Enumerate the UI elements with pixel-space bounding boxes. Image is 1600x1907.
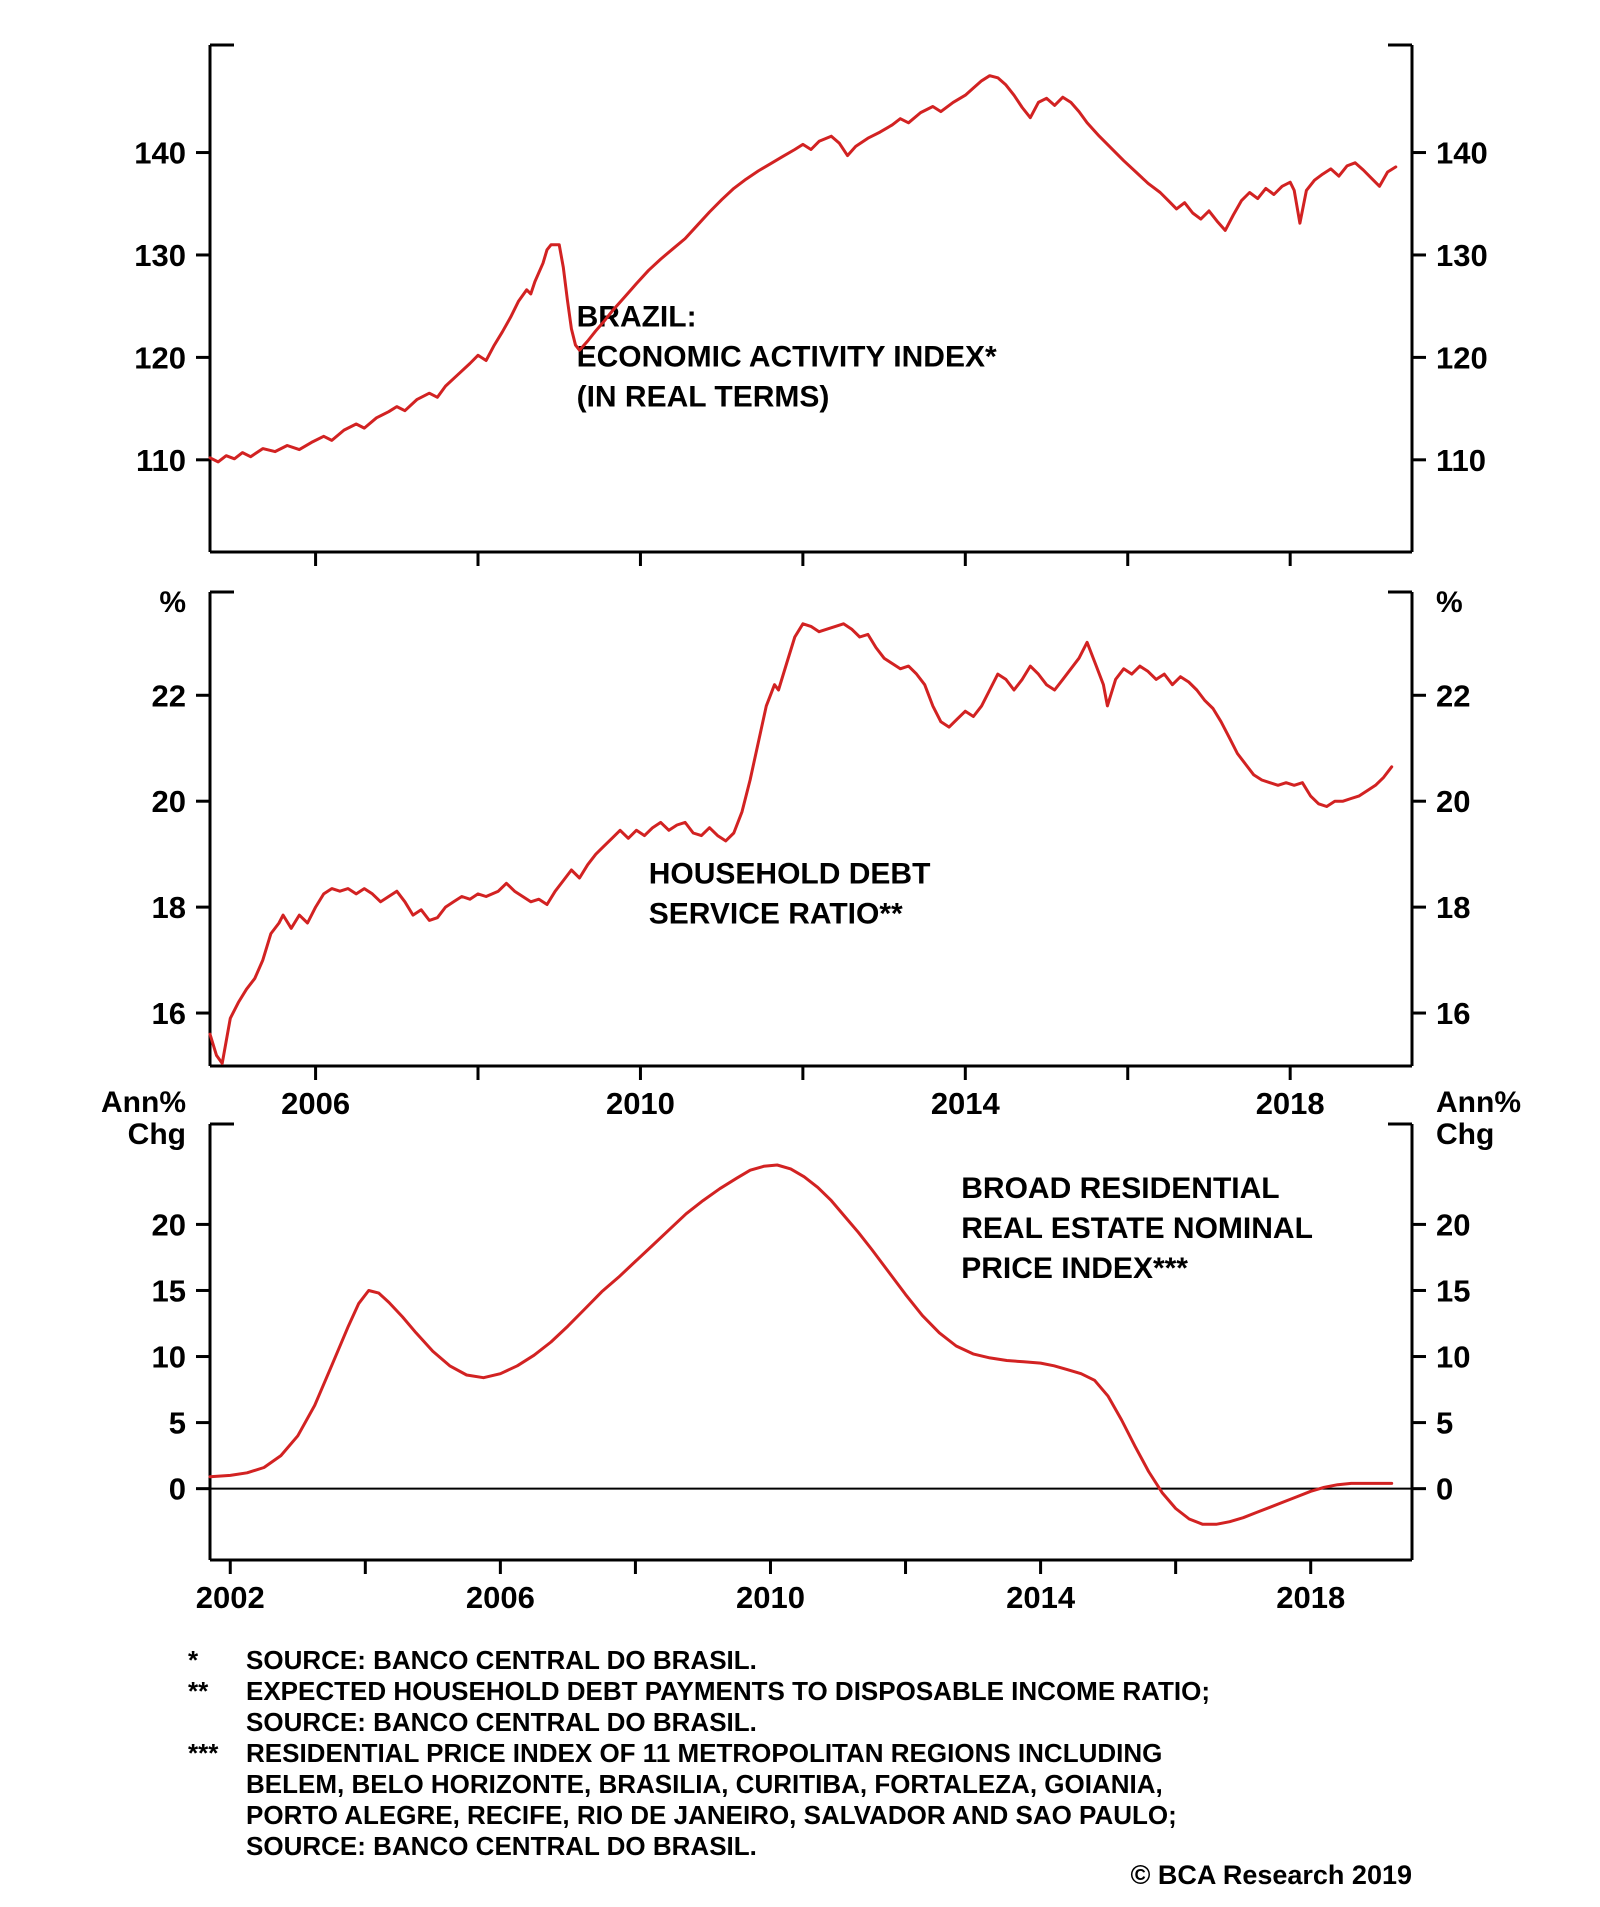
series-line <box>208 1163 1394 1526</box>
axis-unit-label-left: Chg <box>128 1118 186 1151</box>
x-tick-label: 2014 <box>931 1086 1001 1121</box>
footnote: *** RESIDENTIAL PRICE INDEX OF 11 METROPO… <box>188 1738 1448 1862</box>
panel-title-line: SERVICE RATIO** <box>649 897 903 930</box>
x-tick-label: 2002 <box>196 1580 265 1615</box>
series-line <box>208 74 1398 464</box>
x-tick-label: 2010 <box>736 1580 805 1615</box>
x-tick-label: 2006 <box>466 1580 535 1615</box>
panel-title-line: HOUSEHOLD DEBT <box>649 857 931 890</box>
footnote-marker: ** <box>188 1676 209 1706</box>
copyright-text: © BCA Research 2019 <box>1130 1860 1412 1890</box>
footnote-line: EXPECTED HOUSEHOLD DEBT PAYMENTS TO DISP… <box>246 1676 1211 1706</box>
footnote-lines: EXPECTED HOUSEHOLD DEBT PAYMENTS TO DISP… <box>246 1676 1448 1738</box>
footnote-marker: *** <box>188 1738 219 1768</box>
y-tick-label-right: 16 <box>1436 996 1470 1031</box>
axis-unit-label-right: % <box>1436 586 1463 619</box>
y-tick-label-left: 18 <box>152 890 186 925</box>
footnotes-block: * SOURCE: BANCO CENTRAL DO BRASIL. ** EXPEC… <box>188 1645 1448 1862</box>
footnote-line: RESIDENTIAL PRICE INDEX OF 11 METROPOLIT… <box>246 1738 1163 1768</box>
panel-title-line: (IN REAL TERMS) <box>577 381 830 414</box>
x-tick-label: 2010 <box>606 1086 675 1121</box>
y-tick-label-left: 5 <box>169 1406 186 1441</box>
y-tick-label-left: 16 <box>152 996 186 1031</box>
footnote-line: SOURCE: BANCO CENTRAL DO BRASIL. <box>246 1645 757 1675</box>
panel-title-line: BRAZIL: <box>577 301 697 334</box>
x-tick-label: 2014 <box>1006 1580 1076 1615</box>
footnote-line: PORTO ALEGRE, RECIFE, RIO DE JANEIRO, SA… <box>246 1800 1177 1830</box>
y-tick-label-right: 5 <box>1436 1406 1453 1441</box>
axis-unit-label-left: % <box>159 586 186 619</box>
y-tick-label-left: 110 <box>136 443 186 478</box>
y-tick-label-left: 120 <box>134 340 186 375</box>
y-tick-label-right: 20 <box>1436 1207 1470 1242</box>
y-tick-label-left: 15 <box>152 1273 186 1308</box>
y-tick-label-left: 22 <box>152 678 186 713</box>
panel-title-line: ECONOMIC ACTIVITY INDEX* <box>577 341 997 374</box>
y-tick-label-left: 0 <box>169 1472 186 1507</box>
panel-residential-price-index: 0 0 5 5 10 10 15 15 20 20 2002 2006 2010 2014 2018 Ann%… <box>101 1086 1521 1615</box>
footnote: * SOURCE: BANCO CENTRAL DO BRASIL. <box>188 1645 1448 1676</box>
panel-title-line: BROAD RESIDENTIAL <box>961 1172 1279 1205</box>
footnote: ** EXPECTED HOUSEHOLD DEBT PAYMENTS TO DI… <box>188 1676 1448 1738</box>
series-line <box>208 622 1394 1065</box>
y-tick-label-right: 22 <box>1436 678 1470 713</box>
x-tick-label: 2006 <box>281 1086 350 1121</box>
x-tick-label: 2018 <box>1256 1086 1325 1121</box>
footnote-marker: * <box>188 1645 199 1675</box>
panel-title-line: REAL ESTATE NOMINAL <box>961 1212 1313 1245</box>
y-tick-label-left: 20 <box>152 1207 186 1242</box>
y-tick-label-right: 120 <box>1436 340 1488 375</box>
footnote-line: SOURCE: BANCO CENTRAL DO BRASIL. <box>246 1707 757 1737</box>
x-tick-label: 2018 <box>1276 1580 1345 1615</box>
y-tick-label-left: 140 <box>134 136 186 171</box>
y-tick-label-right: 10 <box>1436 1340 1470 1375</box>
y-tick-label-right: 15 <box>1436 1273 1470 1308</box>
axis-unit-label-right: Ann% <box>1436 1086 1521 1119</box>
y-tick-label-left: 10 <box>152 1340 186 1375</box>
y-tick-label-right: 0 <box>1436 1472 1453 1507</box>
y-tick-label-right: 130 <box>1436 238 1488 273</box>
axis-unit-label-right: Chg <box>1436 1118 1494 1151</box>
panel-title-line: PRICE INDEX*** <box>961 1252 1188 1285</box>
y-tick-label-left: 130 <box>134 238 186 273</box>
footnote-line: BELEM, BELO HORIZONTE, BRASILIA, CURITIB… <box>246 1769 1163 1799</box>
axis-unit-label-left: Ann% <box>101 1086 186 1119</box>
y-tick-label-right: 18 <box>1436 890 1470 925</box>
footnote-lines: SOURCE: BANCO CENTRAL DO BRASIL. <box>246 1645 1448 1676</box>
panel-economic-activity-index: 110 110 120 120 130 130 140 140 BRAZIL: ECONOMIC … <box>134 43 1488 566</box>
panel-household-debt-service-ratio: 16 16 18 18 20 20 22 22 2006 2010 2014 2018% % HOUSEH… <box>152 586 1471 1121</box>
y-tick-label-right: 20 <box>1436 784 1470 819</box>
footnote-lines: RESIDENTIAL PRICE INDEX OF 11 METROPOLIT… <box>246 1738 1448 1862</box>
y-tick-label-left: 20 <box>152 784 186 819</box>
y-tick-label-right: 140 <box>1436 136 1488 171</box>
footnote-line: SOURCE: BANCO CENTRAL DO BRASIL. <box>246 1831 757 1861</box>
y-tick-label-right: 110 <box>1436 443 1486 478</box>
